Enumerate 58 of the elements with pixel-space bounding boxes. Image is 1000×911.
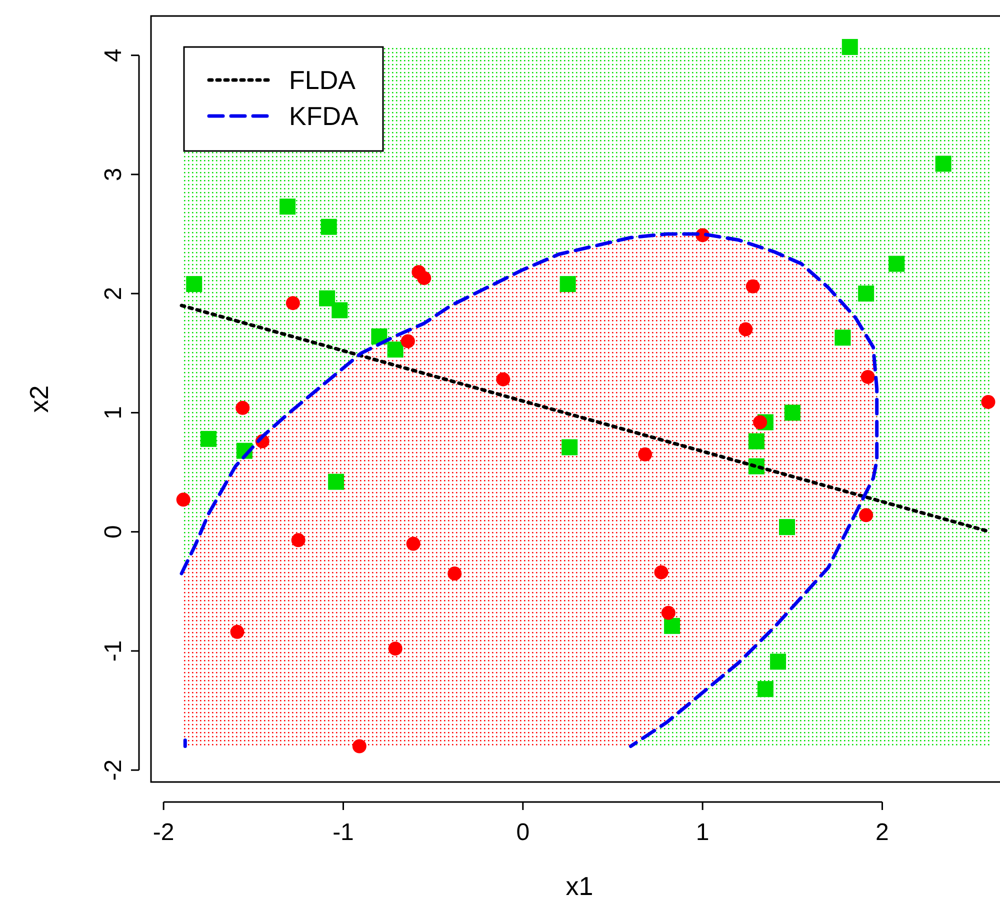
point (562, 439, 578, 456)
point (286, 296, 300, 310)
point (661, 606, 676, 620)
point (176, 492, 190, 507)
point (748, 433, 764, 450)
point (779, 519, 796, 536)
point (784, 404, 800, 421)
y-tick-label: -2 (100, 759, 127, 781)
point (770, 654, 786, 670)
point (654, 565, 668, 580)
y-tick-label: 4 (100, 48, 127, 62)
point (320, 218, 337, 235)
point (387, 342, 404, 358)
point (332, 302, 348, 318)
point (753, 415, 768, 430)
y-tick-label: 1 (100, 406, 127, 420)
point (417, 271, 432, 286)
point (400, 334, 415, 348)
x-tick-label: -2 (152, 819, 174, 846)
point (406, 536, 420, 551)
point (448, 566, 462, 581)
point (186, 276, 202, 292)
y-tick-label: 3 (100, 168, 127, 182)
point (834, 330, 851, 346)
point (560, 276, 576, 292)
y-axis-title: x2 (24, 385, 54, 413)
point (638, 447, 652, 462)
y-tick-label: 2 (100, 286, 127, 300)
point (200, 430, 216, 447)
point (319, 290, 336, 306)
point (328, 474, 344, 490)
point (496, 372, 510, 386)
x-tick-label: 1 (696, 819, 710, 846)
legend-label: KFDA (289, 101, 359, 131)
point (888, 256, 905, 272)
point (352, 739, 366, 754)
point (858, 286, 874, 302)
point (842, 38, 858, 55)
x-tick-label: 2 (876, 819, 889, 846)
point (280, 198, 296, 215)
point (291, 533, 306, 548)
y-tick-label: 0 (100, 525, 127, 539)
point (738, 322, 753, 336)
y-tick-label: -1 (100, 640, 127, 662)
point (664, 618, 680, 634)
legend-label: FLDA (289, 65, 356, 95)
point (935, 156, 952, 172)
point (230, 624, 244, 639)
x-tick-label: -1 (332, 819, 354, 846)
point (860, 370, 875, 384)
x-axis-title: x1 (566, 871, 594, 901)
point (859, 508, 874, 522)
point (981, 394, 996, 409)
point (746, 279, 760, 294)
point (236, 400, 250, 415)
point (388, 642, 402, 656)
x-tick-label: 0 (516, 819, 530, 846)
point (757, 681, 774, 698)
